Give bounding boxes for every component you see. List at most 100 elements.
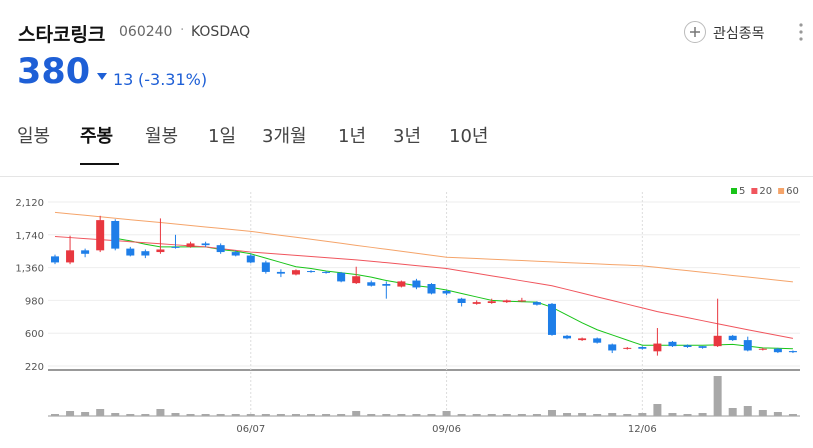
y-tick-label: 2,120 bbox=[15, 198, 44, 209]
candle-body bbox=[442, 290, 451, 294]
down-arrow bbox=[97, 73, 107, 80]
candle-body bbox=[96, 220, 105, 251]
volume-bar bbox=[788, 414, 797, 416]
volume-bar bbox=[502, 414, 511, 416]
legend-label: 60 bbox=[786, 186, 799, 197]
tab[interactable]: 1년 bbox=[338, 126, 367, 147]
active-underline bbox=[80, 163, 119, 165]
x-tick-label: 09/06 bbox=[432, 424, 461, 435]
candle-body bbox=[231, 252, 240, 256]
volume-bar bbox=[307, 414, 316, 416]
volume-bar bbox=[713, 376, 722, 416]
volume-bar bbox=[668, 413, 677, 416]
tab[interactable]: 1일 bbox=[208, 126, 237, 147]
candle-body bbox=[788, 351, 797, 353]
candle-body bbox=[337, 272, 346, 282]
tab[interactable]: 일봉 bbox=[17, 126, 51, 147]
volume-bar bbox=[111, 413, 120, 416]
candle-body bbox=[126, 248, 135, 256]
legend-label: 20 bbox=[759, 186, 772, 197]
tab[interactable]: 3개월 bbox=[262, 126, 307, 147]
volume-bar bbox=[51, 414, 59, 416]
legend-swatch bbox=[751, 188, 758, 194]
stock-code: 060240 bbox=[119, 24, 173, 40]
candle-body bbox=[397, 281, 406, 287]
change-pct: (-3.31%) bbox=[138, 70, 208, 89]
candle-body bbox=[412, 280, 421, 288]
volume-bar bbox=[322, 414, 331, 416]
volume-bar bbox=[141, 414, 150, 416]
candle-body bbox=[261, 262, 270, 272]
volume-bar bbox=[623, 414, 632, 416]
candle-body bbox=[698, 346, 707, 348]
more-menu[interactable] bbox=[797, 22, 805, 42]
price: 380 bbox=[17, 52, 91, 92]
volume-bar bbox=[201, 414, 210, 416]
candle-body bbox=[638, 347, 647, 349]
y-tick-label: 600 bbox=[25, 329, 44, 340]
volume-bar bbox=[563, 413, 572, 416]
volume-bar bbox=[276, 414, 285, 416]
candle-body bbox=[668, 341, 677, 347]
volume-bar bbox=[246, 414, 255, 416]
change: 13 bbox=[113, 70, 134, 89]
candle-body bbox=[653, 343, 662, 352]
candle-body bbox=[246, 255, 255, 263]
candle-body bbox=[427, 284, 436, 294]
stock-name: 스타코링크 bbox=[18, 24, 106, 46]
candle-body bbox=[758, 348, 767, 350]
volume-bar bbox=[427, 414, 436, 416]
volume-bar bbox=[337, 414, 346, 416]
volume-bar bbox=[171, 413, 180, 416]
candle-body bbox=[457, 298, 466, 303]
volume-bar bbox=[216, 414, 225, 416]
volume-bar bbox=[231, 414, 240, 416]
candle-body bbox=[81, 250, 90, 254]
volume-bar bbox=[773, 412, 782, 416]
candle-body bbox=[66, 250, 75, 263]
tab[interactable]: 3년 bbox=[393, 126, 422, 147]
volume-bar bbox=[291, 414, 300, 416]
market: KOSDAQ bbox=[191, 24, 251, 40]
x-tick-label: 12/06 bbox=[628, 424, 657, 435]
volume-bar bbox=[66, 411, 75, 416]
volume-bar bbox=[457, 414, 466, 416]
candle-body bbox=[307, 271, 316, 273]
tab[interactable]: 주봉 bbox=[80, 126, 114, 147]
plus-icon[interactable] bbox=[683, 20, 707, 44]
separator: · bbox=[180, 22, 185, 38]
volume-bar bbox=[608, 413, 617, 416]
volume-bar bbox=[96, 409, 105, 416]
candle-body bbox=[578, 338, 587, 341]
volume-bar bbox=[126, 414, 135, 416]
ma-line bbox=[54, 211, 793, 283]
volume-bar bbox=[532, 414, 541, 416]
watch-button[interactable]: 관심종목 bbox=[713, 26, 765, 42]
candle-body bbox=[51, 256, 59, 263]
volume-bar bbox=[382, 414, 391, 416]
volume-bar bbox=[367, 414, 376, 416]
candle-body bbox=[382, 284, 391, 286]
volume-bar bbox=[653, 404, 662, 416]
y-tick-label: 220 bbox=[25, 362, 44, 373]
volume-bar bbox=[578, 413, 587, 416]
tab[interactable]: 10년 bbox=[449, 126, 489, 147]
y-tick-label: 1,360 bbox=[15, 264, 44, 275]
candle-body bbox=[276, 271, 285, 274]
candle-body bbox=[367, 282, 376, 286]
candle-body bbox=[547, 303, 556, 335]
volume-bar bbox=[352, 411, 361, 416]
candle-body bbox=[532, 302, 541, 305]
candle-body bbox=[322, 271, 331, 273]
candle-body bbox=[487, 301, 496, 303]
volume-bar bbox=[397, 414, 406, 416]
tab[interactable]: 월봉 bbox=[145, 126, 179, 147]
volume-bar bbox=[683, 414, 692, 416]
volume-bar bbox=[487, 414, 496, 416]
volume-bar bbox=[261, 414, 270, 416]
legend-label: 5 bbox=[739, 186, 745, 197]
candle-body bbox=[563, 335, 572, 339]
ma-line bbox=[115, 237, 793, 350]
volume-bar bbox=[186, 414, 195, 416]
